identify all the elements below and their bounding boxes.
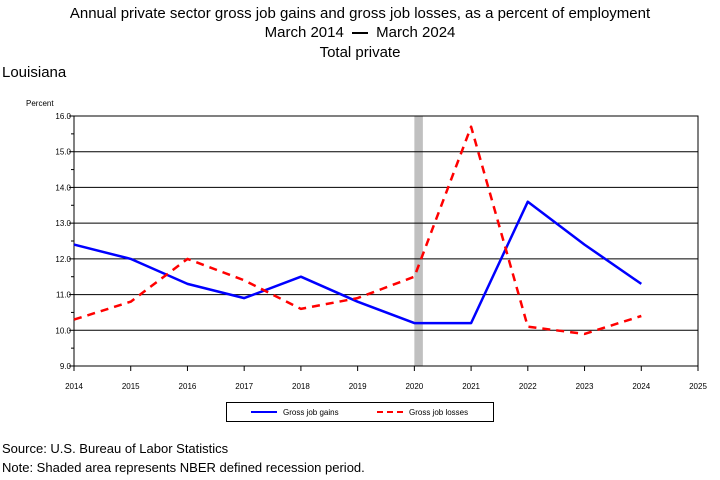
period-dash xyxy=(352,32,368,35)
x-tick-label: 2015 xyxy=(122,382,140,391)
legend-item-gains: Gross job gains xyxy=(251,403,339,421)
y-tick-label: 15.0 xyxy=(55,148,71,157)
legend-swatch-losses xyxy=(377,411,403,413)
chart-legend: Gross job gains Gross job losses xyxy=(226,402,494,422)
legend-swatch-gains xyxy=(251,411,277,413)
legend-label-gains: Gross job gains xyxy=(283,407,339,417)
x-tick-label: 2021 xyxy=(462,382,480,391)
recession-shading xyxy=(414,116,423,366)
y-tick-label: 11.0 xyxy=(56,291,72,300)
x-tick-label: 2025 xyxy=(689,382,707,391)
period-start: March 2014 xyxy=(264,24,344,41)
x-tick-label: 2018 xyxy=(292,382,310,391)
y-tick-label: 16.0 xyxy=(55,112,71,121)
x-tick-label: 2020 xyxy=(405,382,423,391)
period-end: March 2024 xyxy=(376,24,456,41)
y-tick-label: 9.0 xyxy=(60,362,72,371)
x-tick-label: 2023 xyxy=(576,382,594,391)
plot-frame xyxy=(73,115,699,367)
line-chart: 9.0 10.0 11.0 12.0 13.0 14.0 15.0 16.0 2014 2015 2… xyxy=(55,112,707,391)
recession-note: Note: Shaded area represents NBER define… xyxy=(2,460,365,475)
y-tick-label: 12.0 xyxy=(55,255,71,264)
x-tick-label: 2024 xyxy=(632,382,650,391)
y-tick-label: 13.0 xyxy=(55,219,71,228)
chart-title: Annual private sector gross job gains an… xyxy=(69,5,651,22)
series-line-gross-job-gains xyxy=(73,200,643,325)
x-tick-label: 2017 xyxy=(235,382,253,391)
source-note: Source: U.S. Bureau of Labor Statistics xyxy=(2,441,229,456)
legend-label-losses: Gross job losses xyxy=(409,407,469,417)
x-tick-label: 2014 xyxy=(65,382,83,391)
region-label: Louisiana xyxy=(2,64,67,81)
y-tick-label: 10.0 xyxy=(55,326,71,335)
x-tick-label: 2022 xyxy=(519,382,537,391)
chart-period: March 2014 March 2024 xyxy=(0,23,720,42)
x-tick-label: 2016 xyxy=(179,382,197,391)
y-axis-label: Percent xyxy=(26,99,54,108)
legend-item-losses: Gross job losses xyxy=(377,403,468,421)
chart-subtitle: Total private xyxy=(319,44,401,61)
x-tick-label: 2019 xyxy=(349,382,367,391)
y-tick-label: 14.0 xyxy=(55,183,71,192)
